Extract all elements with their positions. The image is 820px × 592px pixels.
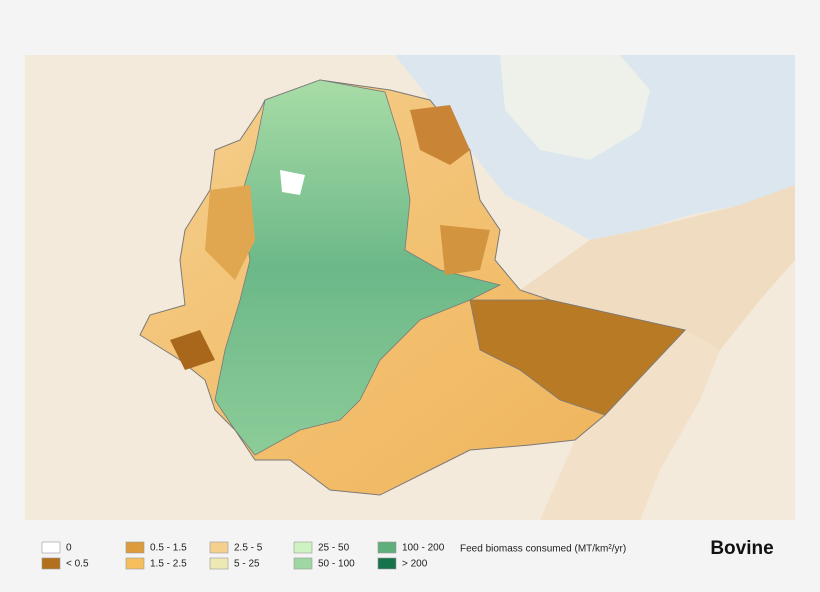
legend-label: < 0.5 [66,559,89,570]
legend-swatch [377,541,397,554]
legend-label: 25 - 50 [318,543,350,554]
legend-swatch [41,557,61,570]
legend-label: 1.5 - 2.5 [150,559,187,570]
legend-label: 0.5 - 1.5 [150,543,187,554]
legend-swatch [377,557,397,570]
legend-label: 2.5 - 5 [234,543,263,554]
lake-tana [280,170,305,195]
legend-swatch [293,541,313,554]
somali-region [469,299,686,416]
legend-swatch [209,557,229,570]
legend: Feed biomass consumed (MT/km²/yr) 0 < 0.5… [41,541,626,570]
legend-label: 5 - 25 [234,559,260,570]
legend-swatch [209,541,229,554]
afar-north [410,105,470,165]
legend-label: 0 [66,543,72,554]
somalia [540,330,720,520]
legend-label: 100 - 200 [402,543,445,554]
legend-swatch [125,557,145,570]
legend-title: Feed biomass consumed (MT/km²/yr) [460,544,626,555]
legend-label: > 200 [402,559,428,570]
legend-label: 50 - 100 [318,559,355,570]
arabia [500,55,650,160]
map [25,55,795,520]
benishangul [205,185,255,280]
species-label: Bovine [710,538,773,559]
afar-south [440,225,490,275]
legend-swatch [293,557,313,570]
legend-swatch [41,541,61,554]
legend-swatch [125,541,145,554]
somaliland [520,185,795,350]
gambela [170,330,215,370]
